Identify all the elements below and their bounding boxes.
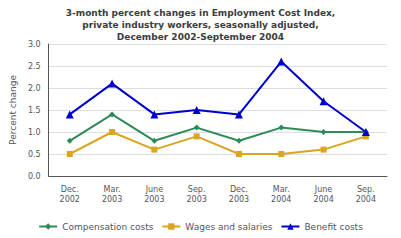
- svg-text:Mar.: Mar.: [104, 185, 121, 194]
- svg-text:June: June: [314, 185, 333, 194]
- svg-text:Dec.: Dec.: [230, 185, 248, 194]
- svg-text:Wages and salaries: Wages and salaries: [185, 222, 272, 232]
- svg-text:December 2002-September 2004: December 2002-September 2004: [117, 32, 284, 42]
- svg-text:1.0: 1.0: [28, 128, 41, 137]
- svg-text:2004: 2004: [271, 195, 291, 204]
- svg-text:2004: 2004: [356, 195, 376, 204]
- svg-text:Compensation costs: Compensation costs: [62, 222, 153, 232]
- svg-text:1.5: 1.5: [28, 106, 41, 115]
- svg-text:June: June: [145, 185, 164, 194]
- svg-text:2002: 2002: [60, 195, 80, 204]
- svg-text:Benefit costs: Benefit costs: [304, 222, 363, 232]
- svg-text:2.5: 2.5: [28, 62, 41, 71]
- svg-text:private industry workers, seas: private industry workers, seasonally adj…: [82, 20, 318, 30]
- svg-text:2004: 2004: [313, 195, 333, 204]
- svg-text:0.5: 0.5: [28, 150, 41, 159]
- svg-text:3-month percent changes in Emp: 3-month percent changes in Employment Co…: [66, 8, 336, 18]
- svg-text:Percent change: Percent change: [8, 75, 18, 145]
- svg-text:2003: 2003: [229, 195, 249, 204]
- svg-text:2.0: 2.0: [28, 84, 41, 93]
- svg-text:3.0: 3.0: [28, 40, 41, 49]
- svg-text:0.0: 0.0: [28, 172, 41, 181]
- svg-text:2003: 2003: [102, 195, 122, 204]
- svg-text:Sep.: Sep.: [357, 185, 375, 194]
- svg-text:Dec.: Dec.: [61, 185, 79, 194]
- svg-text:2003: 2003: [186, 195, 206, 204]
- svg-text:Sep.: Sep.: [188, 185, 206, 194]
- svg-text:Mar.: Mar.: [273, 185, 290, 194]
- svg-text:2003: 2003: [144, 195, 164, 204]
